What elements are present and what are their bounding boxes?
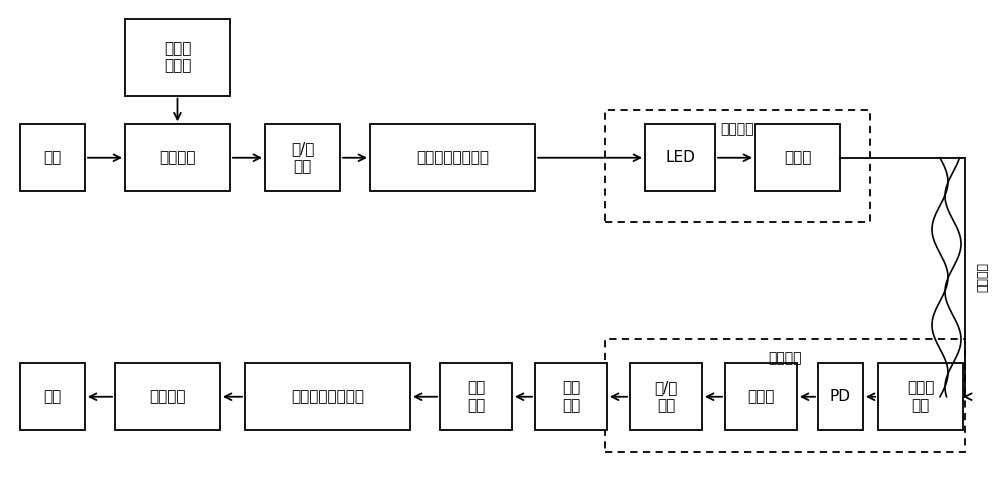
FancyBboxPatch shape xyxy=(20,124,85,191)
Text: 光下变频: 光下变频 xyxy=(768,351,802,365)
Text: 数/模
转换: 数/模 转换 xyxy=(291,141,314,174)
FancyBboxPatch shape xyxy=(125,19,230,96)
Text: 放大器: 放大器 xyxy=(747,389,775,404)
Text: 非限幅类正弦解调: 非限幅类正弦解调 xyxy=(291,389,364,404)
Text: 建立信
道模型: 建立信 道模型 xyxy=(164,41,191,74)
FancyBboxPatch shape xyxy=(878,363,963,430)
Text: 低通滤
波器: 低通滤 波器 xyxy=(907,380,934,413)
FancyBboxPatch shape xyxy=(535,363,607,430)
Text: 非限幅类正弦调制: 非限幅类正弦调制 xyxy=(416,150,489,165)
FancyBboxPatch shape xyxy=(605,110,870,222)
Text: 交织解码: 交织解码 xyxy=(149,389,186,404)
FancyBboxPatch shape xyxy=(630,363,702,430)
Text: 同态
滤波: 同态 滤波 xyxy=(562,380,580,413)
Text: PD: PD xyxy=(830,389,851,404)
FancyBboxPatch shape xyxy=(755,124,840,191)
FancyBboxPatch shape xyxy=(125,124,230,191)
Text: 大气信道: 大气信道 xyxy=(976,262,990,292)
FancyBboxPatch shape xyxy=(605,339,965,452)
FancyBboxPatch shape xyxy=(115,363,220,430)
FancyBboxPatch shape xyxy=(725,363,797,430)
FancyBboxPatch shape xyxy=(440,363,512,430)
Text: 交织编码: 交织编码 xyxy=(159,150,196,165)
Text: 模/数
转换: 模/数 转换 xyxy=(654,380,678,413)
Text: 调制
识别: 调制 识别 xyxy=(467,380,485,413)
Text: 调制器: 调制器 xyxy=(784,150,811,165)
FancyBboxPatch shape xyxy=(645,124,715,191)
FancyBboxPatch shape xyxy=(265,124,340,191)
FancyBboxPatch shape xyxy=(818,363,863,430)
Text: 信宿: 信宿 xyxy=(43,389,62,404)
Text: 光上变频: 光上变频 xyxy=(721,122,754,136)
FancyBboxPatch shape xyxy=(245,363,410,430)
FancyBboxPatch shape xyxy=(20,363,85,430)
Text: LED: LED xyxy=(665,150,695,165)
Text: 信源: 信源 xyxy=(43,150,62,165)
FancyBboxPatch shape xyxy=(370,124,535,191)
